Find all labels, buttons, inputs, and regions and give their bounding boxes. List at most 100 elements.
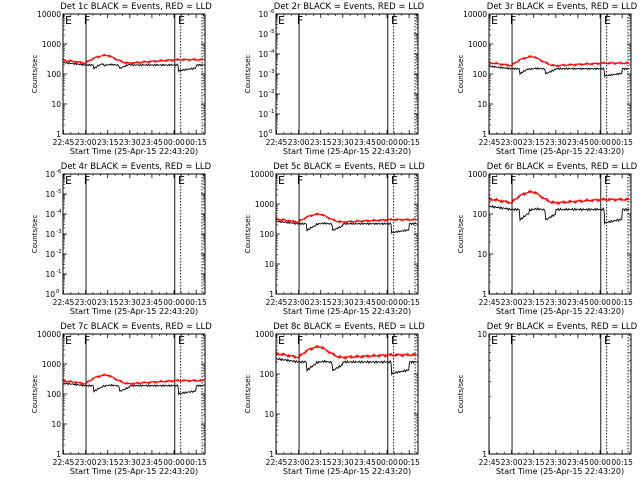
y-tick-label: 10: [45, 290, 55, 299]
eclipse-marker-label: F: [297, 14, 303, 27]
x-tick-label: 23:30: [119, 298, 141, 307]
x-tick-label: 22:45: [266, 298, 288, 307]
y-tick-label: 10: [264, 410, 274, 419]
y-tick-label: 10: [258, 90, 268, 99]
eclipse-marker-label: F: [84, 174, 90, 187]
y-axis-label: Counts/sec: [457, 215, 465, 254]
x-tick-label: 23:45: [354, 298, 376, 307]
x-tick-label: 00:00: [376, 458, 398, 467]
y-tick-exponent: -6: [269, 9, 275, 15]
eclipse-marker-label: E: [65, 174, 72, 187]
x-tick-label: 00:00: [376, 138, 398, 147]
x-tick-label: 23:30: [332, 298, 354, 307]
y-tick-label: 100: [473, 70, 488, 79]
y-tick-label: 1000: [42, 360, 61, 369]
y-tick-label: 1000: [255, 200, 274, 209]
x-tick-label: 00:00: [163, 138, 185, 147]
plot-title: Det 4r BLACK = Events, RED = LLD: [61, 162, 212, 172]
x-tick-label: 23:00: [75, 138, 97, 147]
lld-series-line: [275, 212, 417, 225]
x-tick-label: 23:15: [97, 298, 119, 307]
eclipse-marker-label: F: [510, 174, 516, 187]
x-tick-label: 00:00: [163, 298, 185, 307]
x-tick-label: 23:45: [567, 298, 589, 307]
plot-frame: [488, 173, 632, 295]
y-tick-label: 10: [258, 70, 268, 79]
y-axis-label: Counts/sec: [457, 55, 465, 94]
events-series-line: [275, 220, 417, 235]
y-tick-label: 10: [258, 50, 268, 59]
x-tick-label: 23:30: [332, 458, 354, 467]
plot-title: Det 6r BLACK = Events, RED = LLD: [487, 162, 638, 172]
x-tick-label: 22:45: [266, 458, 288, 467]
x-axis-label: Start Time (25-Apr-15 22:43:20): [283, 307, 411, 316]
eclipse-marker-label: F: [510, 14, 516, 27]
x-tick-label: 23:45: [354, 458, 376, 467]
x-tick-label: 23:15: [97, 138, 119, 147]
plot-title: Det 5c BLACK = Events, RED = LLD: [273, 162, 425, 172]
events-series-line: [62, 382, 204, 396]
plot-title: Det 1c BLACK = Events, RED = LLD: [60, 2, 212, 12]
eclipse-marker-label: E: [604, 14, 611, 27]
lld-series-line: [488, 54, 630, 68]
plot-frame: [275, 333, 419, 455]
eclipse-marker-label: F: [297, 334, 303, 347]
y-tick-label: 100: [473, 210, 488, 219]
x-tick-label: 00:00: [589, 458, 611, 467]
x-tick-label: 23:30: [545, 138, 567, 147]
plot-frame: [275, 173, 419, 295]
x-tick-label: 23:00: [288, 458, 310, 467]
x-tick-label: 23:45: [141, 458, 163, 467]
y-tick-label: 10: [45, 210, 55, 219]
eclipse-marker-label: E: [65, 14, 72, 27]
x-tick-label: 23:45: [567, 458, 589, 467]
y-tick-label: 1: [482, 450, 487, 459]
eclipse-marker-label: E: [178, 174, 185, 187]
y-tick-label: 10: [45, 230, 55, 239]
y-tick-exponent: -1: [269, 109, 274, 115]
y-axis-label: Counts/sec: [244, 375, 252, 414]
x-axis-label: Start Time (25-Apr-15 22:43:20): [70, 307, 198, 316]
y-tick-exponent: -5: [56, 189, 62, 195]
plot-title: Det 3r BLACK = Events, RED = LLD: [487, 2, 638, 12]
eclipse-marker-label: E: [391, 334, 398, 347]
eclipse-marker-label: E: [278, 174, 285, 187]
x-tick-label: 00:00: [589, 298, 611, 307]
y-tick-label: 10000: [37, 330, 61, 339]
plot-frame: [62, 173, 206, 295]
eclipse-marker-label: E: [491, 174, 498, 187]
x-tick-label: 23:30: [545, 298, 567, 307]
x-tick-label: 23:45: [567, 138, 589, 147]
x-tick-label: 23:15: [310, 298, 332, 307]
eclipse-marker-label: E: [391, 14, 398, 27]
x-tick-label: 00:15: [611, 298, 633, 307]
y-tick-label: 1: [56, 130, 61, 139]
y-tick-exponent: -3: [56, 229, 62, 235]
eclipse-marker-label: E: [491, 334, 498, 347]
x-tick-label: 22:45: [479, 138, 501, 147]
y-tick-label: 1000: [468, 170, 487, 179]
y-tick-label: 10: [45, 270, 55, 279]
y-tick-label: 1000: [42, 40, 61, 49]
eclipse-marker-label: E: [604, 334, 611, 347]
x-tick-label: 00:15: [185, 298, 207, 307]
y-tick-exponent: -6: [56, 169, 62, 175]
eclipse-marker-label: F: [297, 174, 303, 187]
y-tick-label: 1: [56, 450, 61, 459]
y-axis-label: Counts/sec: [31, 215, 39, 254]
y-tick-label: 10: [477, 330, 487, 339]
y-tick-label: 10000: [463, 10, 487, 19]
plot-frame: [275, 13, 419, 135]
x-tick-label: 23:30: [545, 458, 567, 467]
y-tick-label: 10000: [37, 10, 61, 19]
x-tick-label: 00:15: [185, 138, 207, 147]
y-tick-label: 10: [51, 420, 61, 429]
y-axis-label: Counts/sec: [244, 215, 252, 254]
y-tick-exponent: 0: [56, 289, 60, 295]
x-tick-label: 23:15: [310, 138, 332, 147]
x-tick-label: 23:15: [97, 458, 119, 467]
events-series-line: [488, 65, 630, 78]
y-tick-label: 1: [269, 450, 274, 459]
y-tick-exponent: -3: [269, 69, 275, 75]
